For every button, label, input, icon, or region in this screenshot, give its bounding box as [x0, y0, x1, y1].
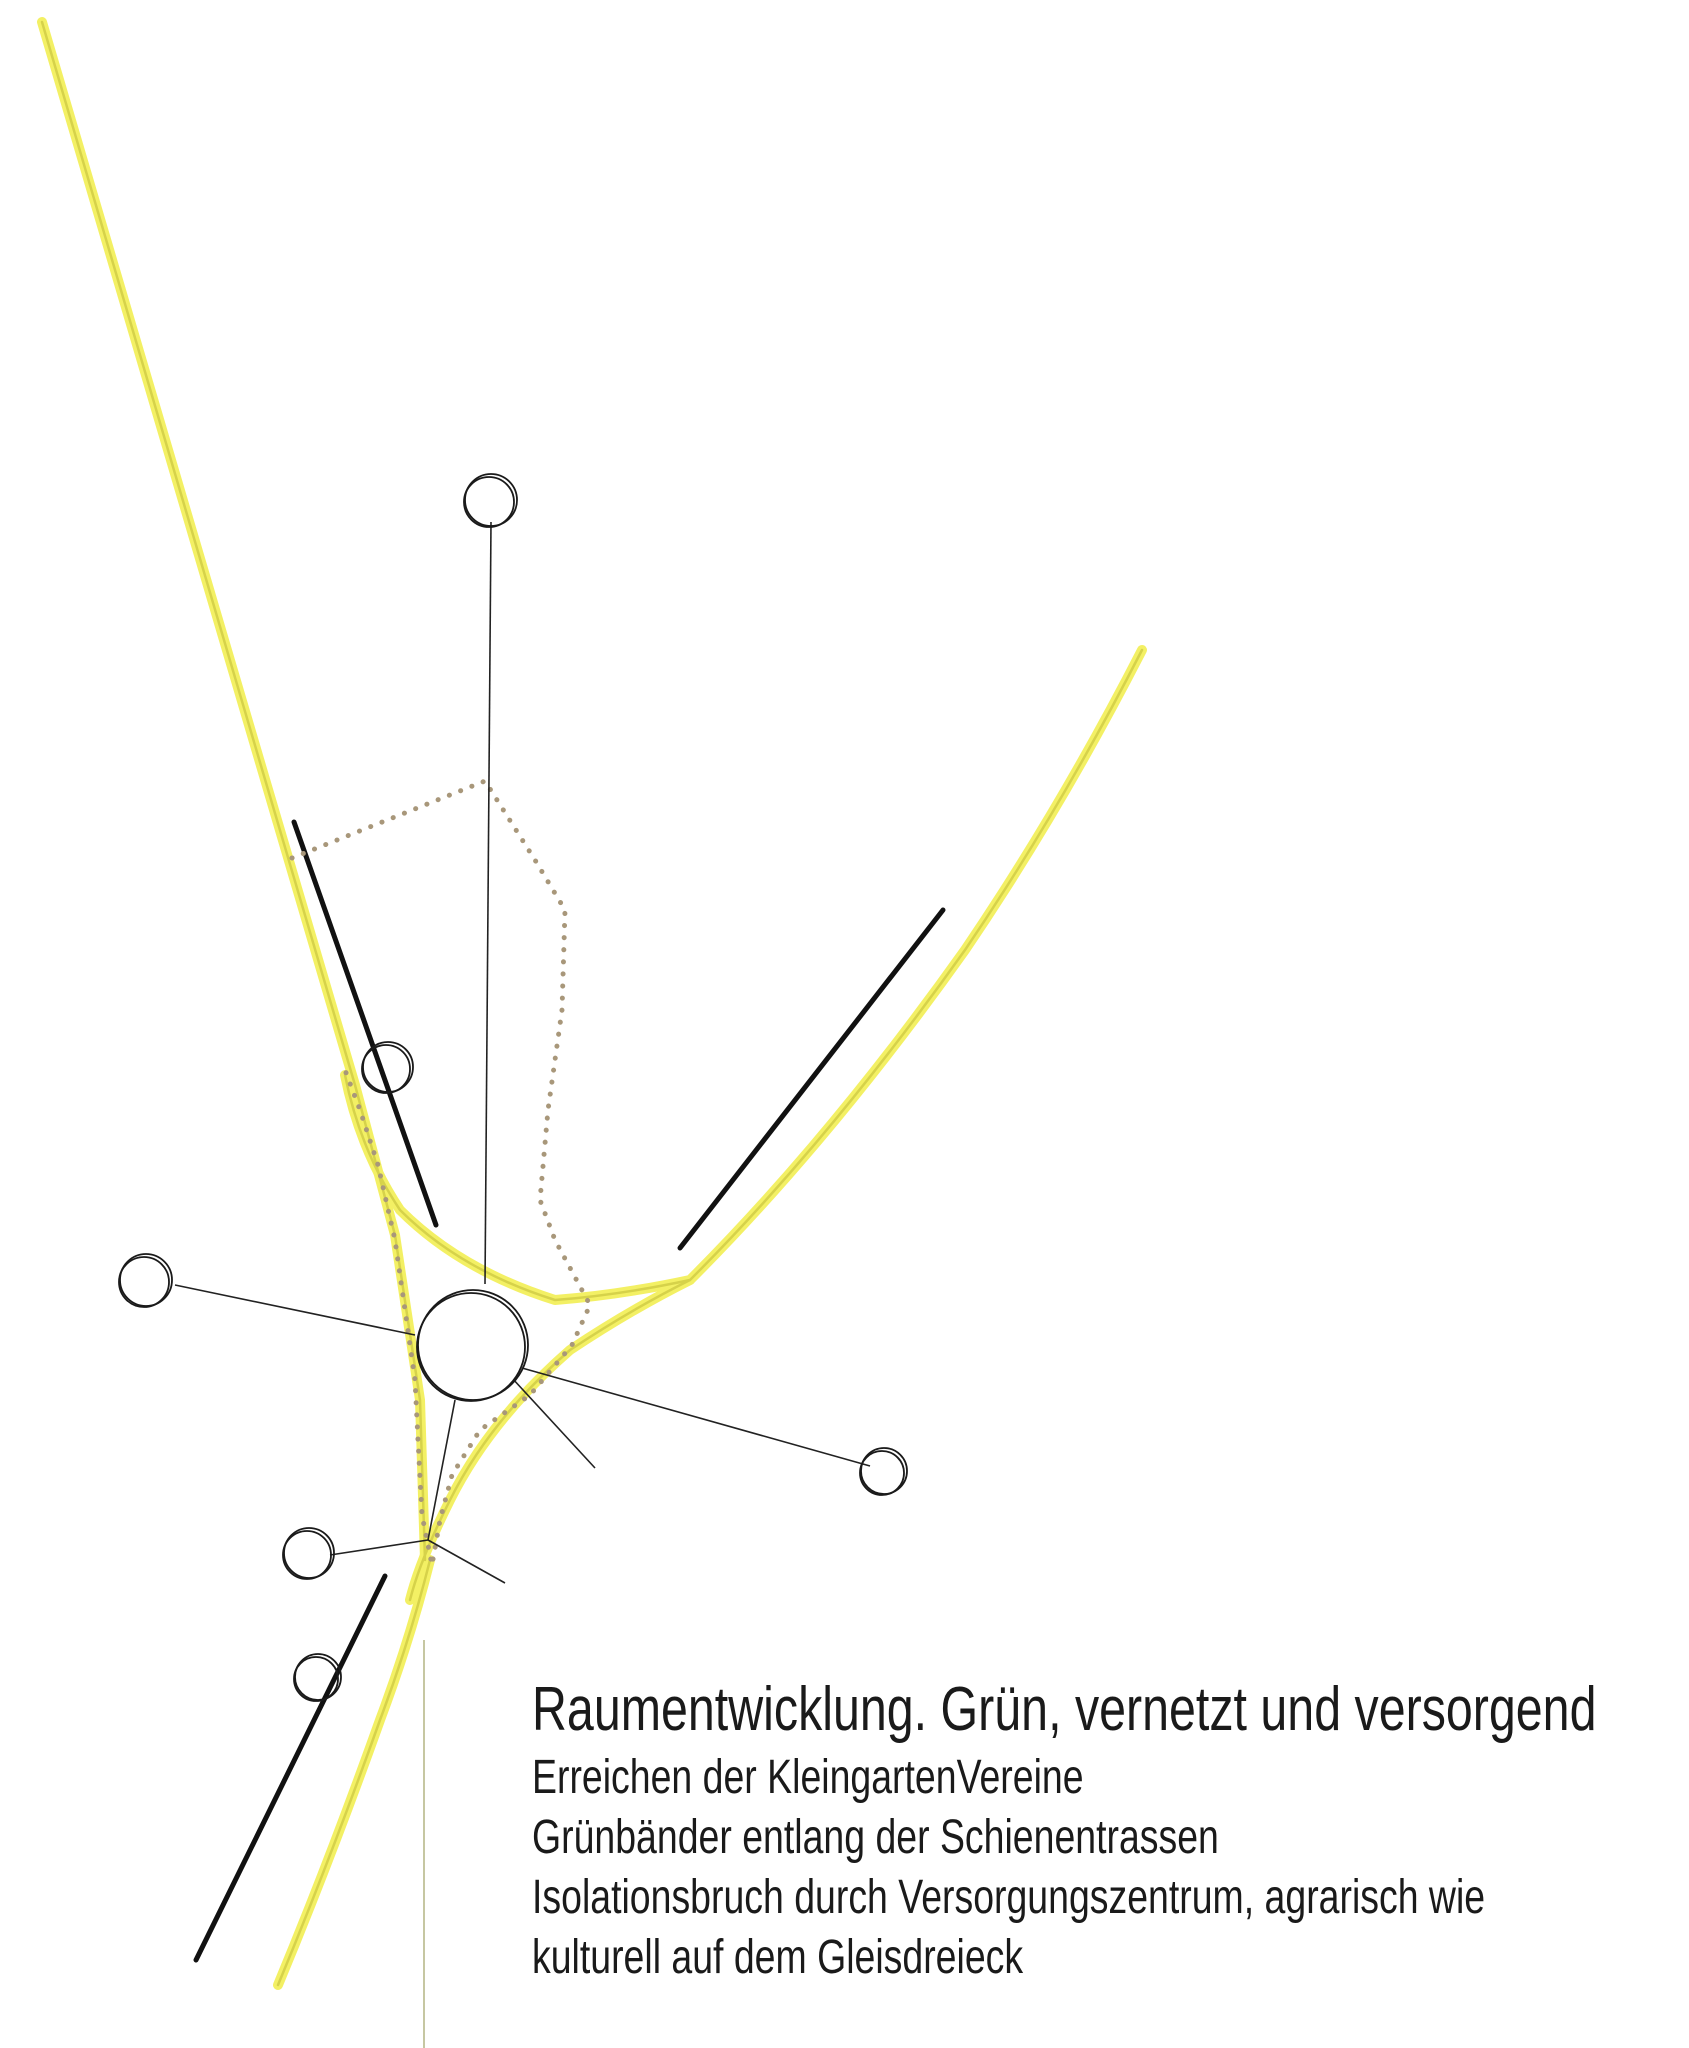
allotment-nodes — [118, 473, 908, 1702]
caption-line-2: Grünbänder entlang der Schienentrassen — [532, 1811, 1219, 1864]
connection-lines — [174, 521, 871, 1584]
connection-west — [174, 1284, 416, 1336]
connection-north — [484, 521, 492, 1285]
connection-east — [521, 1367, 871, 1467]
allotment-node-southwest — [282, 1527, 335, 1580]
connection-south-stub — [427, 1539, 506, 1584]
green-band-south — [273, 1555, 435, 1990]
caption-line-1: Erreichen der KleingartenVereine — [532, 1751, 1084, 1804]
caption-line-4: kulturell auf dem Gleisdreieck — [532, 1931, 1024, 1984]
allotment-node-north — [463, 473, 518, 528]
caption-line-3: Isolationsbruch durch Versorgungszentrum… — [532, 1871, 1486, 1924]
allotment-node-west — [118, 1253, 173, 1308]
connection-south-trunk — [427, 1399, 456, 1541]
rail-segment-south — [193, 1573, 388, 1963]
allotment-node-east — [859, 1447, 908, 1496]
green-band-northwest — [37, 17, 430, 1565]
supply-centre — [416, 1289, 529, 1402]
rail-segment-west — [291, 819, 439, 1228]
green-band-inner-west — [340, 645, 1147, 1305]
site-boundary — [289, 777, 593, 1566]
rail-segment-east — [677, 907, 946, 1251]
connection-southwest — [329, 1539, 429, 1556]
connection-southeast-stub — [511, 1377, 596, 1469]
rail-segments — [193, 819, 946, 1963]
caption-title: Raumentwicklung. Grün, vernetzt und vers… — [532, 1675, 1597, 1744]
caption-block: Raumentwicklung. Grün, vernetzt und vers… — [532, 1672, 1597, 1988]
allotment-node-south — [293, 1653, 342, 1702]
allotment-node-west-upper — [361, 1041, 414, 1094]
